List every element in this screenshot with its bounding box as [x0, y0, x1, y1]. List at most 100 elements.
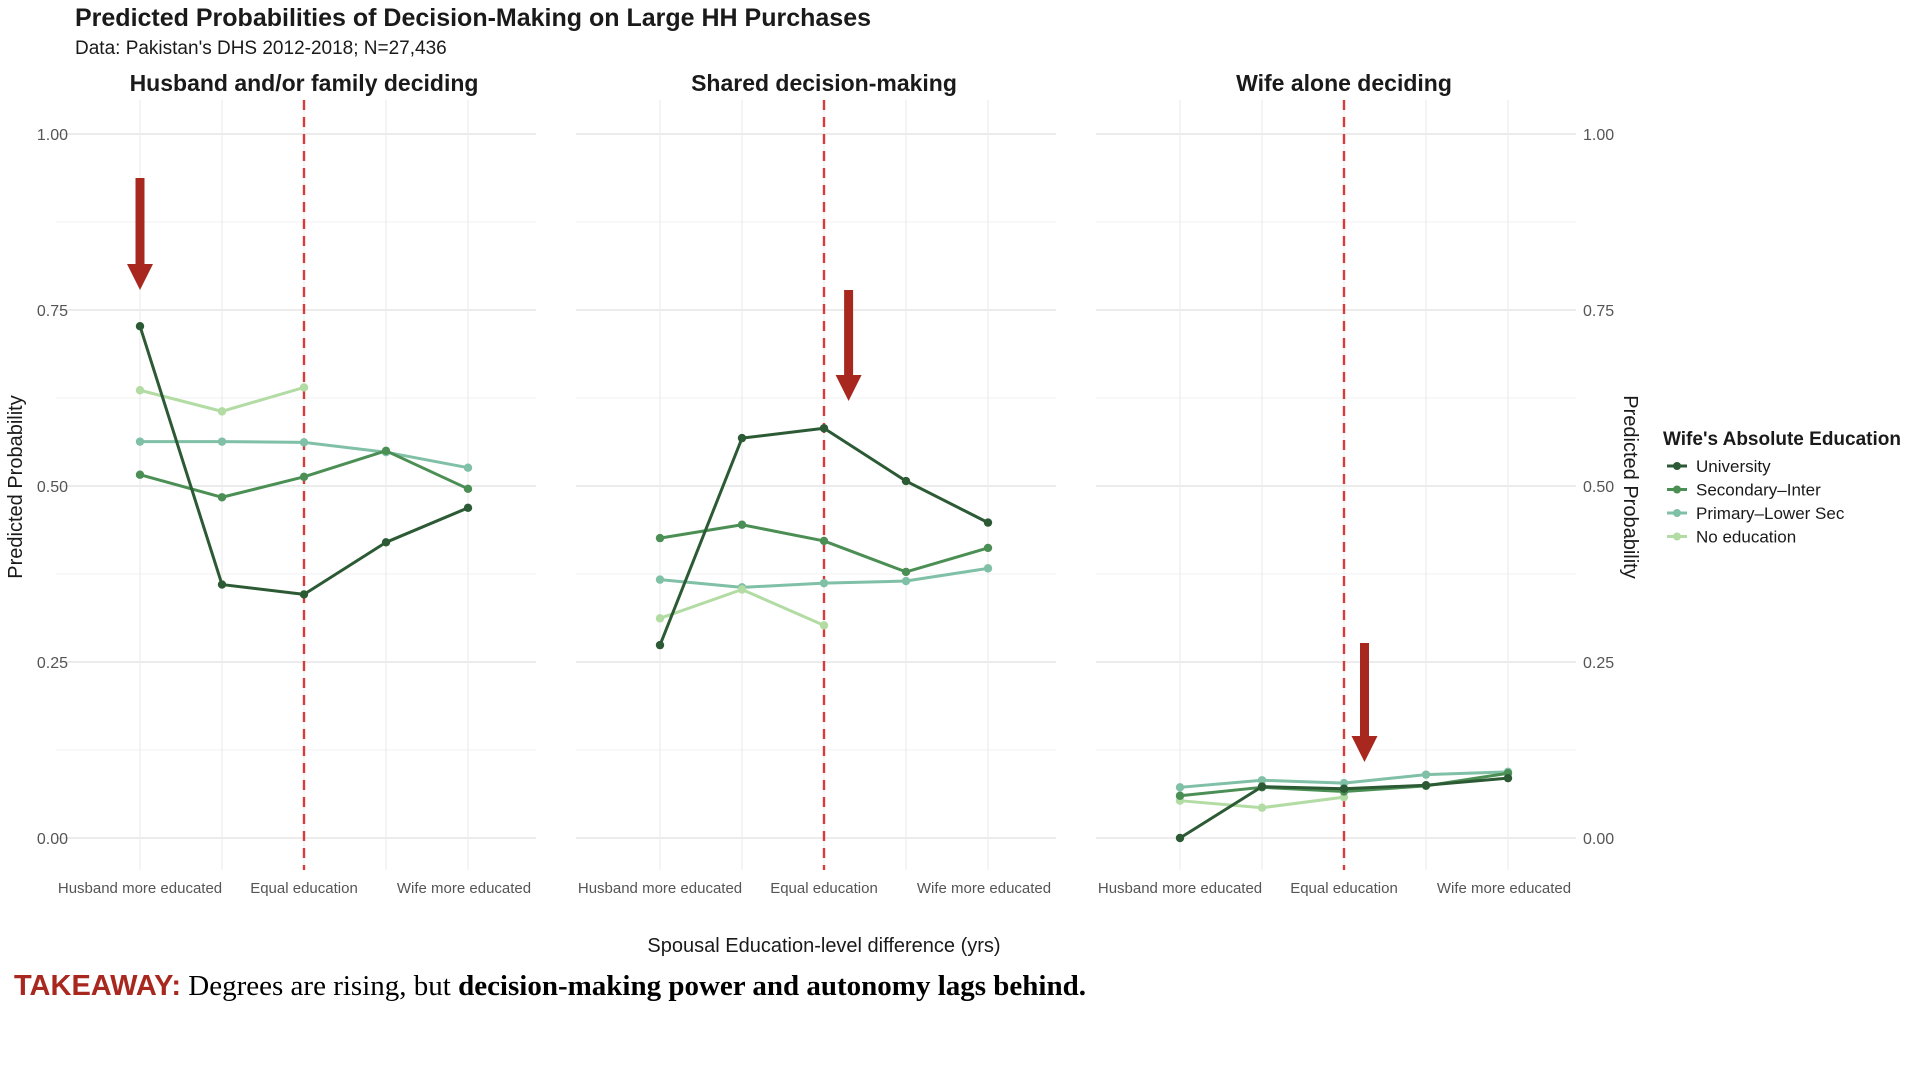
data-point [819, 621, 829, 630]
x-axis-label: Spousal Education-level difference (yrs) [647, 935, 1000, 957]
x-tick-label: Husband more educated [1098, 880, 1262, 897]
takeaway-text: Degrees are rising, but [181, 970, 459, 1002]
x-tick-label: Wife more educated [917, 880, 1051, 897]
data-point [299, 472, 309, 482]
arrow-shaft [1360, 643, 1369, 738]
y-tick-label: 1.00 [1583, 127, 1614, 144]
data-point [819, 536, 829, 546]
data-point [655, 640, 665, 650]
arrow-head [127, 264, 153, 290]
y-tick-label: 0.25 [1583, 655, 1614, 672]
data-point [1257, 803, 1267, 812]
panel-grid [1096, 100, 1576, 870]
data-point [1175, 783, 1185, 792]
data-point [381, 446, 391, 455]
data-point [299, 590, 309, 599]
chart-title: Predicted Probabilities of Decision-Maki… [75, 4, 871, 32]
series-university [1175, 773, 1513, 843]
data-point [1175, 833, 1185, 843]
data-point [901, 476, 911, 486]
data-point [737, 520, 747, 529]
data-point [655, 614, 665, 623]
x-tick-label: Wife more educated [1437, 880, 1571, 897]
data-point [901, 567, 911, 577]
legend-label: University [1696, 457, 1771, 476]
data-point [135, 386, 145, 395]
panel-2: Shared decision-making Husband more educa… [576, 70, 1056, 897]
legend-key-point [1673, 462, 1681, 470]
series-university [135, 321, 473, 599]
panel-grid [56, 100, 536, 870]
data-point [463, 503, 473, 513]
data-point [819, 578, 829, 588]
facet-panels: Husband and/or family deciding 0.00 0.25 0.… [37, 70, 1614, 897]
series-university [655, 424, 993, 650]
series-no-education [655, 585, 829, 630]
annotation-arrow-icon [1351, 643, 1378, 762]
x-tick-label: Wife more educated [397, 880, 531, 897]
data-point [463, 463, 473, 472]
data-point [737, 585, 747, 594]
data-point [983, 564, 993, 573]
y-tick-label: 0.25 [37, 655, 68, 672]
data-point [135, 437, 145, 446]
x-tick-label: Husband more educated [578, 880, 742, 897]
legend-entry: No education [1667, 528, 1796, 547]
data-point [655, 575, 665, 584]
annotation-arrow-icon [835, 290, 862, 401]
chart-subtitle: Data: Pakistan's DHS 2012-2018; N=27,436 [75, 38, 447, 59]
panel-title: Husband and/or family deciding [130, 70, 479, 96]
takeaway-label: TAKEAWAY: [14, 970, 182, 1002]
data-point [1421, 770, 1431, 779]
panel-grid [576, 100, 1056, 870]
data-point [737, 433, 747, 443]
panel-title: Shared decision-making [691, 70, 957, 96]
data-point [1175, 791, 1185, 800]
legend-label: Secondary–Inter [1696, 481, 1821, 500]
panel-3: Wife alone deciding 0.00 0.25 0.50 0.75 1.00 H… [1096, 70, 1614, 897]
series-primary-lower-sec [655, 564, 993, 592]
annotation-arrow-icon [127, 178, 153, 290]
y-axis-label-left: Predicted Probability [5, 395, 27, 578]
data-point [983, 518, 993, 527]
panel-1: Husband and/or family deciding 0.00 0.25 0.… [37, 70, 536, 897]
legend-label: No education [1696, 528, 1796, 547]
y-tick-label: 0.00 [1583, 831, 1614, 848]
data-point [381, 538, 391, 547]
legend-label: Primary–Lower Sec [1696, 504, 1845, 523]
x-tick-label: Husband more educated [58, 880, 222, 897]
x-tick-label: Equal education [770, 880, 878, 897]
legend: Wife's Absolute Education University Seco… [1663, 429, 1901, 547]
y-tick-label: 0.00 [37, 831, 68, 848]
series-no-education [1175, 792, 1349, 812]
data-point [819, 424, 829, 433]
legend-entry: Secondary–Inter [1667, 481, 1821, 500]
data-point [217, 407, 227, 416]
data-point [1339, 784, 1349, 793]
arrow-shaft [135, 178, 145, 266]
legend-key-point [1673, 509, 1681, 517]
data-point [1257, 782, 1267, 791]
y-tick-label: 0.75 [1583, 303, 1614, 320]
legend-key-point [1673, 532, 1681, 541]
data-point [217, 580, 227, 589]
legend-entry: University [1667, 457, 1771, 476]
x-tick-label: Equal education [1290, 880, 1398, 897]
series-secondary-inter [135, 446, 473, 502]
arrow-shaft [844, 290, 854, 377]
data-point [655, 533, 665, 543]
data-point [135, 321, 145, 331]
legend-key-point [1673, 485, 1681, 494]
takeaway-note: TAKEAWAY: Degrees are rising, but decisi… [14, 970, 1086, 1003]
data-point [299, 383, 309, 392]
arrow-head [1351, 736, 1378, 762]
y-axis-label-right: Predicted Probability [1619, 395, 1641, 578]
data-point [1421, 781, 1431, 790]
data-point [217, 493, 227, 502]
data-point [299, 438, 309, 447]
y-tick-label: 0.50 [1583, 479, 1614, 496]
x-tick-label: Equal education [250, 880, 358, 897]
panel-title: Wife alone deciding [1236, 70, 1452, 96]
y-tick-label: 0.50 [37, 479, 68, 496]
